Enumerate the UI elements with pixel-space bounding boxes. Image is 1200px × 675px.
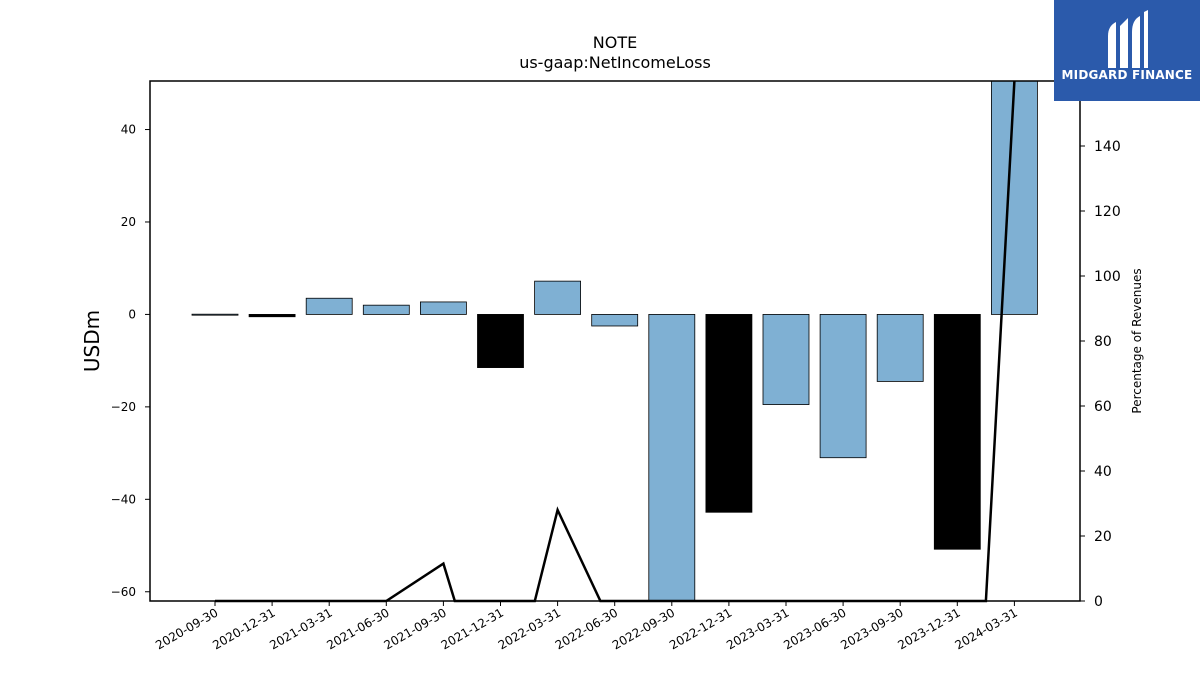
y-tick-label: −60 [111, 585, 136, 599]
y2-tick-label: 140 [1094, 139, 1121, 155]
bar-group [191, 80, 1038, 602]
bar-2020-12-31 [248, 314, 296, 318]
bar-2021-03-31 [305, 297, 353, 315]
x-tick-label: 2021-03-31 [267, 605, 334, 652]
y-tick-label: 0 [128, 307, 136, 321]
bar-2022-06-30 [591, 314, 639, 327]
y2-tick-label: 80 [1094, 334, 1112, 350]
x-tick-label: 2023-12-31 [895, 605, 962, 652]
chart-subtitle: us-gaap:NetIncomeLoss [519, 53, 711, 72]
y2-axis-label: Percentage of Revenues [1130, 268, 1144, 413]
bar-2020-09-30 [191, 313, 239, 316]
x-tick-label: 2023-09-30 [838, 605, 905, 652]
bar-2021-09-30 [419, 301, 467, 315]
bar-2023-09-30 [876, 314, 924, 382]
bar-2022-03-31 [534, 280, 581, 315]
x-tick-label: 2021-06-30 [324, 605, 391, 652]
x-tick-label: 2020-12-31 [210, 605, 277, 652]
bar-2021-06-30 [362, 304, 410, 315]
y2-tick-label: 0 [1094, 594, 1103, 610]
x-tick-label: 2023-06-30 [781, 605, 848, 652]
bar-2021-12-31 [477, 314, 524, 368]
x-tick-label: 2022-06-30 [553, 605, 620, 652]
y2-tick-label: 20 [1094, 529, 1112, 545]
midgard-logo-icon [1108, 10, 1148, 68]
y-axis-left: −60 −40 −20 0 20 40 [111, 123, 150, 599]
y-tick-label: 20 [121, 215, 136, 229]
brand-logo: MIDGARD FINANCE [1054, 0, 1200, 101]
y-axis-label: USDm [80, 310, 104, 372]
y2-tick-label: 100 [1094, 269, 1121, 285]
y-tick-label: −20 [111, 400, 136, 414]
y-tick-label: −40 [111, 492, 136, 506]
bar-2023-06-30 [819, 314, 867, 459]
x-tick-label: 2020-09-30 [153, 605, 220, 652]
x-tick-label: 2023-03-31 [724, 605, 791, 652]
x-tick-label: 2021-12-31 [439, 605, 506, 652]
x-tick-label: 2022-12-31 [667, 605, 734, 652]
x-tick-label: 2022-03-31 [496, 605, 563, 652]
bar-2023-12-31 [933, 314, 981, 550]
bar-2024-03-31 [991, 80, 1038, 315]
y2-tick-label: 60 [1094, 399, 1112, 415]
y2-tick-label: 120 [1094, 204, 1121, 220]
bar-2023-03-31 [762, 314, 810, 405]
x-tick-label: 2024-03-31 [952, 605, 1019, 652]
y-tick-label: 40 [121, 123, 136, 137]
brand-name: MIDGARD FINANCE [1061, 68, 1193, 82]
y-axis-right: 0 20 40 60 80 100 120 140 [1080, 139, 1121, 610]
y2-tick-label: 40 [1094, 464, 1112, 480]
x-tick-label: 2021-09-30 [381, 605, 448, 652]
chart-title: NOTE [593, 33, 637, 52]
x-tick-label: 2022-09-30 [610, 605, 677, 652]
x-axis: 2020-09-302020-12-312021-03-312021-06-30… [153, 601, 1020, 652]
bar-2022-12-31 [705, 314, 753, 513]
bar-2022-09-30 [648, 314, 696, 602]
